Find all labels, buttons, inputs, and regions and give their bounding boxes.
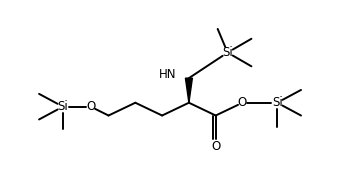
Text: HN: HN <box>159 68 176 81</box>
Text: Si: Si <box>58 100 68 113</box>
Text: Si: Si <box>222 46 233 59</box>
Text: O: O <box>238 96 247 109</box>
Text: O: O <box>86 100 95 113</box>
Text: Si: Si <box>272 96 282 109</box>
Polygon shape <box>185 78 192 103</box>
Text: O: O <box>211 141 220 153</box>
